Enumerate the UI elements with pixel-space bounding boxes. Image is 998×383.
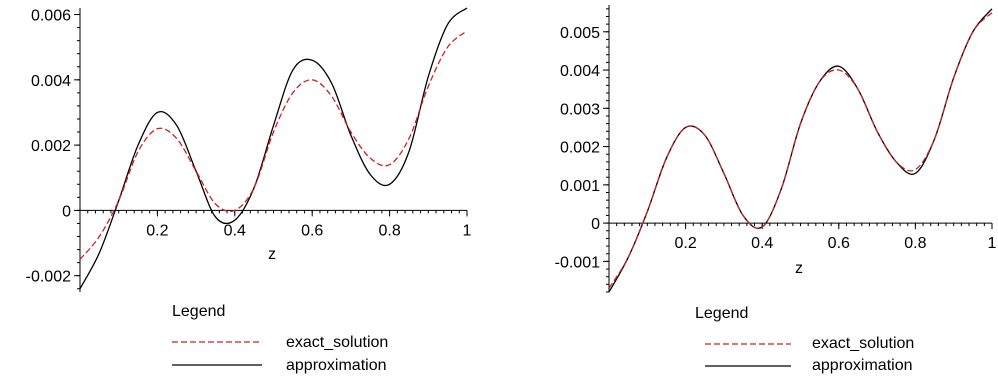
- chart-right: -0.001 0 0.001 0.002 0.003 0.004 0.005 0.2 0.4 0.…: [555, 5, 997, 374]
- x-tick-label: 1: [463, 222, 472, 239]
- y-tick-label: 0.004: [560, 63, 600, 80]
- y-tick-label: 0.001: [560, 178, 600, 195]
- x-tick-label: 0.4: [224, 222, 246, 239]
- y-tick-label: 0.002: [31, 138, 71, 155]
- y-tick-label: 0.003: [560, 101, 600, 118]
- legend: Legend exact_solution approximation: [172, 303, 388, 374]
- y-tick-label: 0.004: [31, 73, 71, 90]
- x-tick-label: 0.6: [828, 235, 850, 252]
- y-tick-label: 0.006: [31, 8, 71, 25]
- x-tick-label: 0.6: [301, 222, 323, 239]
- x-tick-label: 0.8: [378, 222, 400, 239]
- legend-title: Legend: [695, 305, 748, 322]
- series-line-exact-solution: [608, 12, 993, 289]
- x-axis-label: z: [795, 260, 803, 277]
- series-line-exact-solution: [79, 30, 468, 260]
- y-tick-label: 0: [62, 203, 71, 220]
- x-tick-label: 0.2: [674, 235, 696, 252]
- y-tick-label: 0.002: [560, 140, 600, 157]
- plot-area: -0.001 0 0.001 0.002 0.003 0.004 0.005 0.2 0.4 0.…: [555, 5, 997, 293]
- legend-label-approximation: approximation: [812, 357, 913, 374]
- x-tick-label: 0.4: [751, 235, 773, 252]
- chart-left: -0.002 0 0.002 0.004 0.006 0.2 0.4 0.6 0.8 1 z Leg…: [26, 7, 472, 374]
- legend-label-approximation: approximation: [286, 357, 387, 374]
- plot-area: -0.002 0 0.002 0.004 0.006 0.2 0.4 0.6 0.8 1 z: [26, 7, 472, 292]
- legend: Legend exact_solution approximation: [695, 305, 914, 374]
- series-line-approximation: [79, 7, 468, 290]
- y-tick-label: 0: [591, 216, 600, 233]
- series-line-approximation: [608, 8, 993, 293]
- x-tick-label: 0.8: [904, 235, 926, 252]
- legend-label-exact-solution: exact_solution: [286, 334, 388, 351]
- x-tick-label: 1: [988, 235, 997, 252]
- legend-label-exact-solution: exact_solution: [812, 335, 914, 352]
- x-axis-label: z: [268, 246, 276, 263]
- y-tick-label: 0.005: [560, 25, 600, 42]
- x-tick-label: 0.2: [146, 222, 168, 239]
- y-tick-label: -0.001: [555, 254, 600, 271]
- y-tick-label: -0.002: [26, 269, 71, 286]
- legend-title: Legend: [172, 303, 225, 320]
